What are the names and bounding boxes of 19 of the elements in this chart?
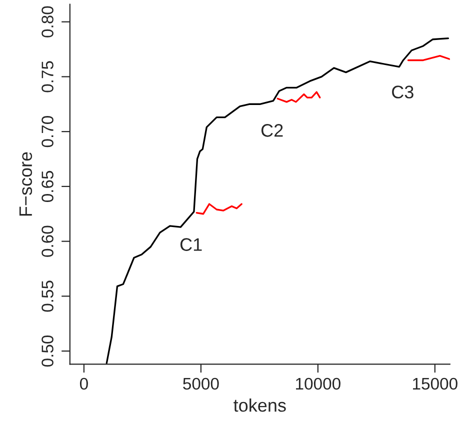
x-tick-label: 5000 <box>183 378 219 390</box>
annotation: C3 <box>392 86 414 98</box>
annotation: C1 <box>180 238 202 251</box>
x-tick-label: 0 <box>80 378 88 390</box>
y-tick-label: 0.70 <box>42 116 54 148</box>
x-tick-label: 15000 <box>413 378 458 390</box>
y-tick-label: 0.55 <box>42 280 54 312</box>
y-tick-label: 0.75 <box>42 61 54 92</box>
y-tick-label: 0.50 <box>42 335 54 367</box>
x-axis-title: tokens <box>234 398 286 412</box>
y-axis-title: F−score <box>19 152 32 216</box>
y-tick-label: 0.80 <box>42 6 54 38</box>
annotation: C2 <box>261 124 283 137</box>
line-series <box>196 203 242 215</box>
x-tick-label: 10000 <box>296 378 340 390</box>
line-series <box>276 91 321 103</box>
line-series <box>106 37 450 364</box>
y-tick-label: 0.60 <box>42 226 54 257</box>
y-tick-label: 0.65 <box>42 170 54 202</box>
